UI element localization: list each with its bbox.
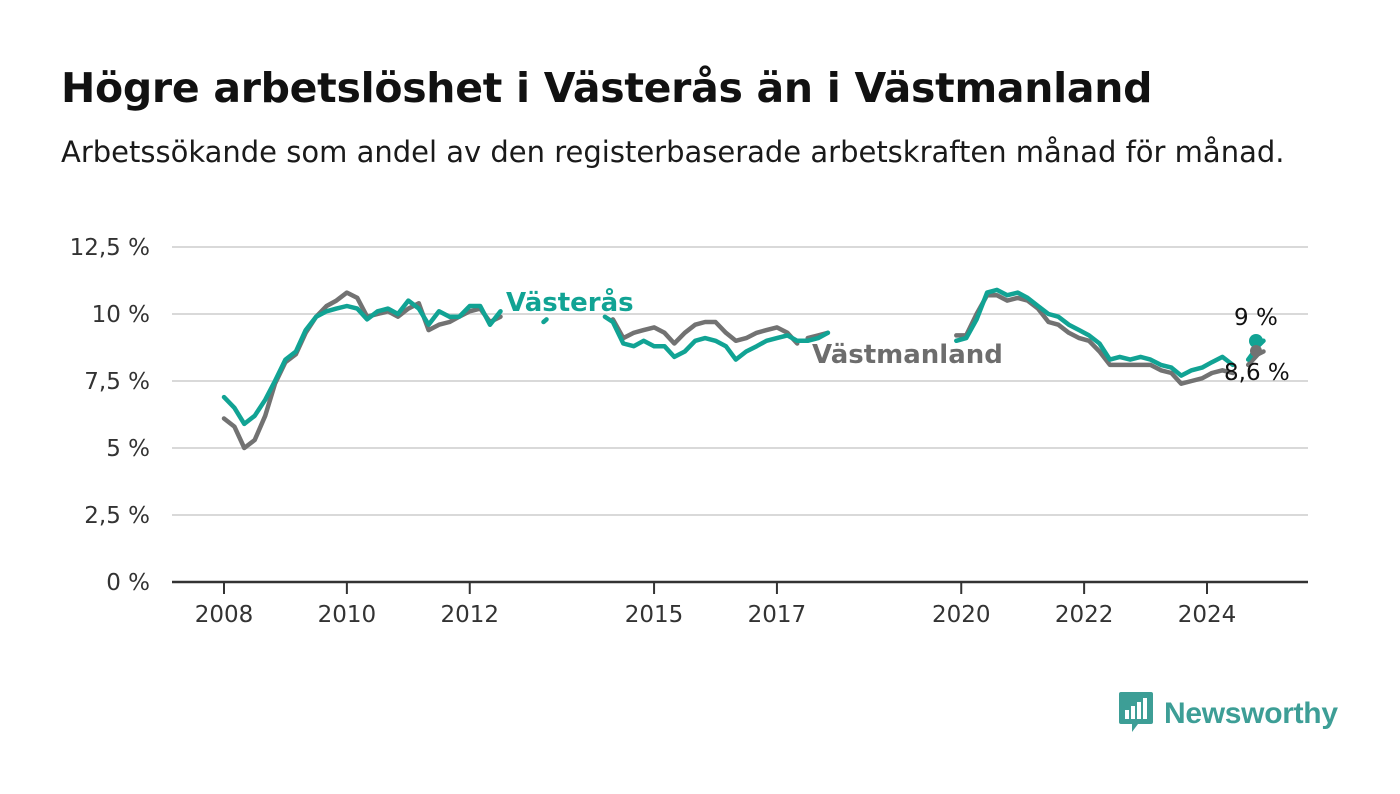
y-tick-label: 7,5 % (84, 369, 150, 395)
x-tick-label: 2012 (440, 602, 499, 628)
series-line-segment (610, 317, 800, 346)
x-tick-label: 2015 (625, 602, 684, 628)
y-tick-label: 5 % (106, 436, 150, 462)
series-label-vasteras: Västerås (506, 286, 634, 318)
series-vastmanland (221, 290, 1266, 451)
end-label-vastmanland: 8,6 % (1224, 360, 1290, 386)
chart-title: Högre arbetslöshet i Västerås än i Västm… (61, 64, 1153, 112)
end-label-vasteras: 9 % (1234, 305, 1278, 331)
y-axis-ticks: 0 % 2,5 % 5 % 7,5 % 10 % 12,5 % (70, 235, 150, 596)
end-dot-vasteras (1249, 334, 1263, 348)
series-label-vastmanland: Västmanland (812, 340, 1003, 370)
series-line-segment (954, 292, 1236, 386)
series-line-segment (541, 317, 549, 325)
x-tick-label: 2017 (748, 602, 807, 628)
x-tick-label: 2020 (932, 602, 991, 628)
x-axis-ticks: 2008 2010 2012 2015 2017 2020 2022 2024 (195, 582, 1237, 628)
series-line-segment (221, 298, 503, 427)
y-tick-label: 12,5 % (70, 235, 150, 261)
gridlines (172, 246, 1308, 516)
newsworthy-logo[interactable]: Newsworthy (1118, 690, 1338, 738)
logo-text: Newsworthy (1164, 697, 1338, 730)
y-tick-label: 10 % (92, 302, 150, 328)
end-dot-vastmanland (1250, 345, 1262, 357)
x-tick-label: 2022 (1055, 602, 1114, 628)
x-tick-label: 2010 (318, 602, 377, 628)
y-tick-label: 2,5 % (84, 503, 150, 529)
y-tick-label: 0 % (106, 570, 150, 596)
chart-subtitle: Arbetssökande som andel av den registerb… (61, 135, 1285, 169)
bar-chart-speech-icon (1118, 690, 1154, 738)
series-line-segment (602, 314, 831, 362)
x-tick-label: 2008 (195, 602, 254, 628)
x-tick-label: 2024 (1178, 602, 1237, 628)
series-line-segment (954, 287, 1236, 378)
series-vasteras (221, 287, 1266, 427)
series-line-segment (221, 290, 503, 451)
